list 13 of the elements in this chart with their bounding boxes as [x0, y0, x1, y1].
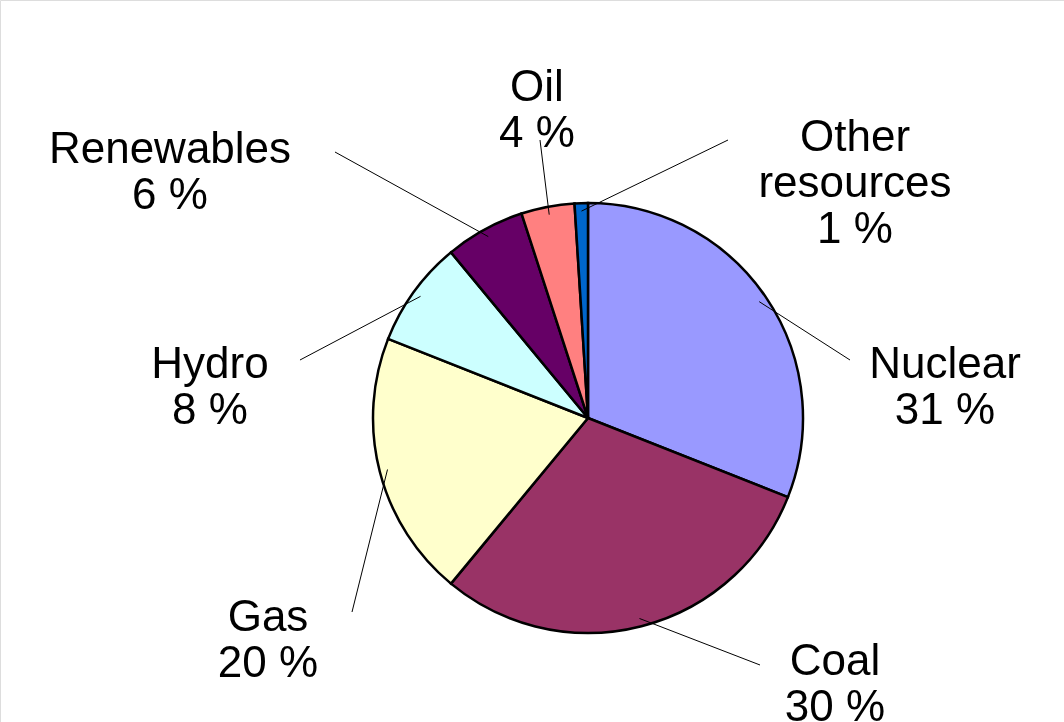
slice-label: Nuclear [869, 338, 1021, 387]
slice-label: Other resources [758, 111, 952, 206]
data-label: 6 % [132, 169, 208, 218]
data-label: 4 % [499, 107, 575, 156]
slice-label: Oil [510, 61, 564, 110]
data-label: 30 % [784, 681, 886, 722]
slice-label: Coal [789, 635, 881, 684]
slice-label: Renewables [48, 123, 292, 172]
data-label: 20 % [217, 637, 319, 686]
data-label: 1 % [817, 203, 893, 252]
data-label: 31 % [894, 384, 996, 433]
slice-label: Hydro [151, 338, 269, 387]
slice-label: Gas [227, 591, 309, 640]
